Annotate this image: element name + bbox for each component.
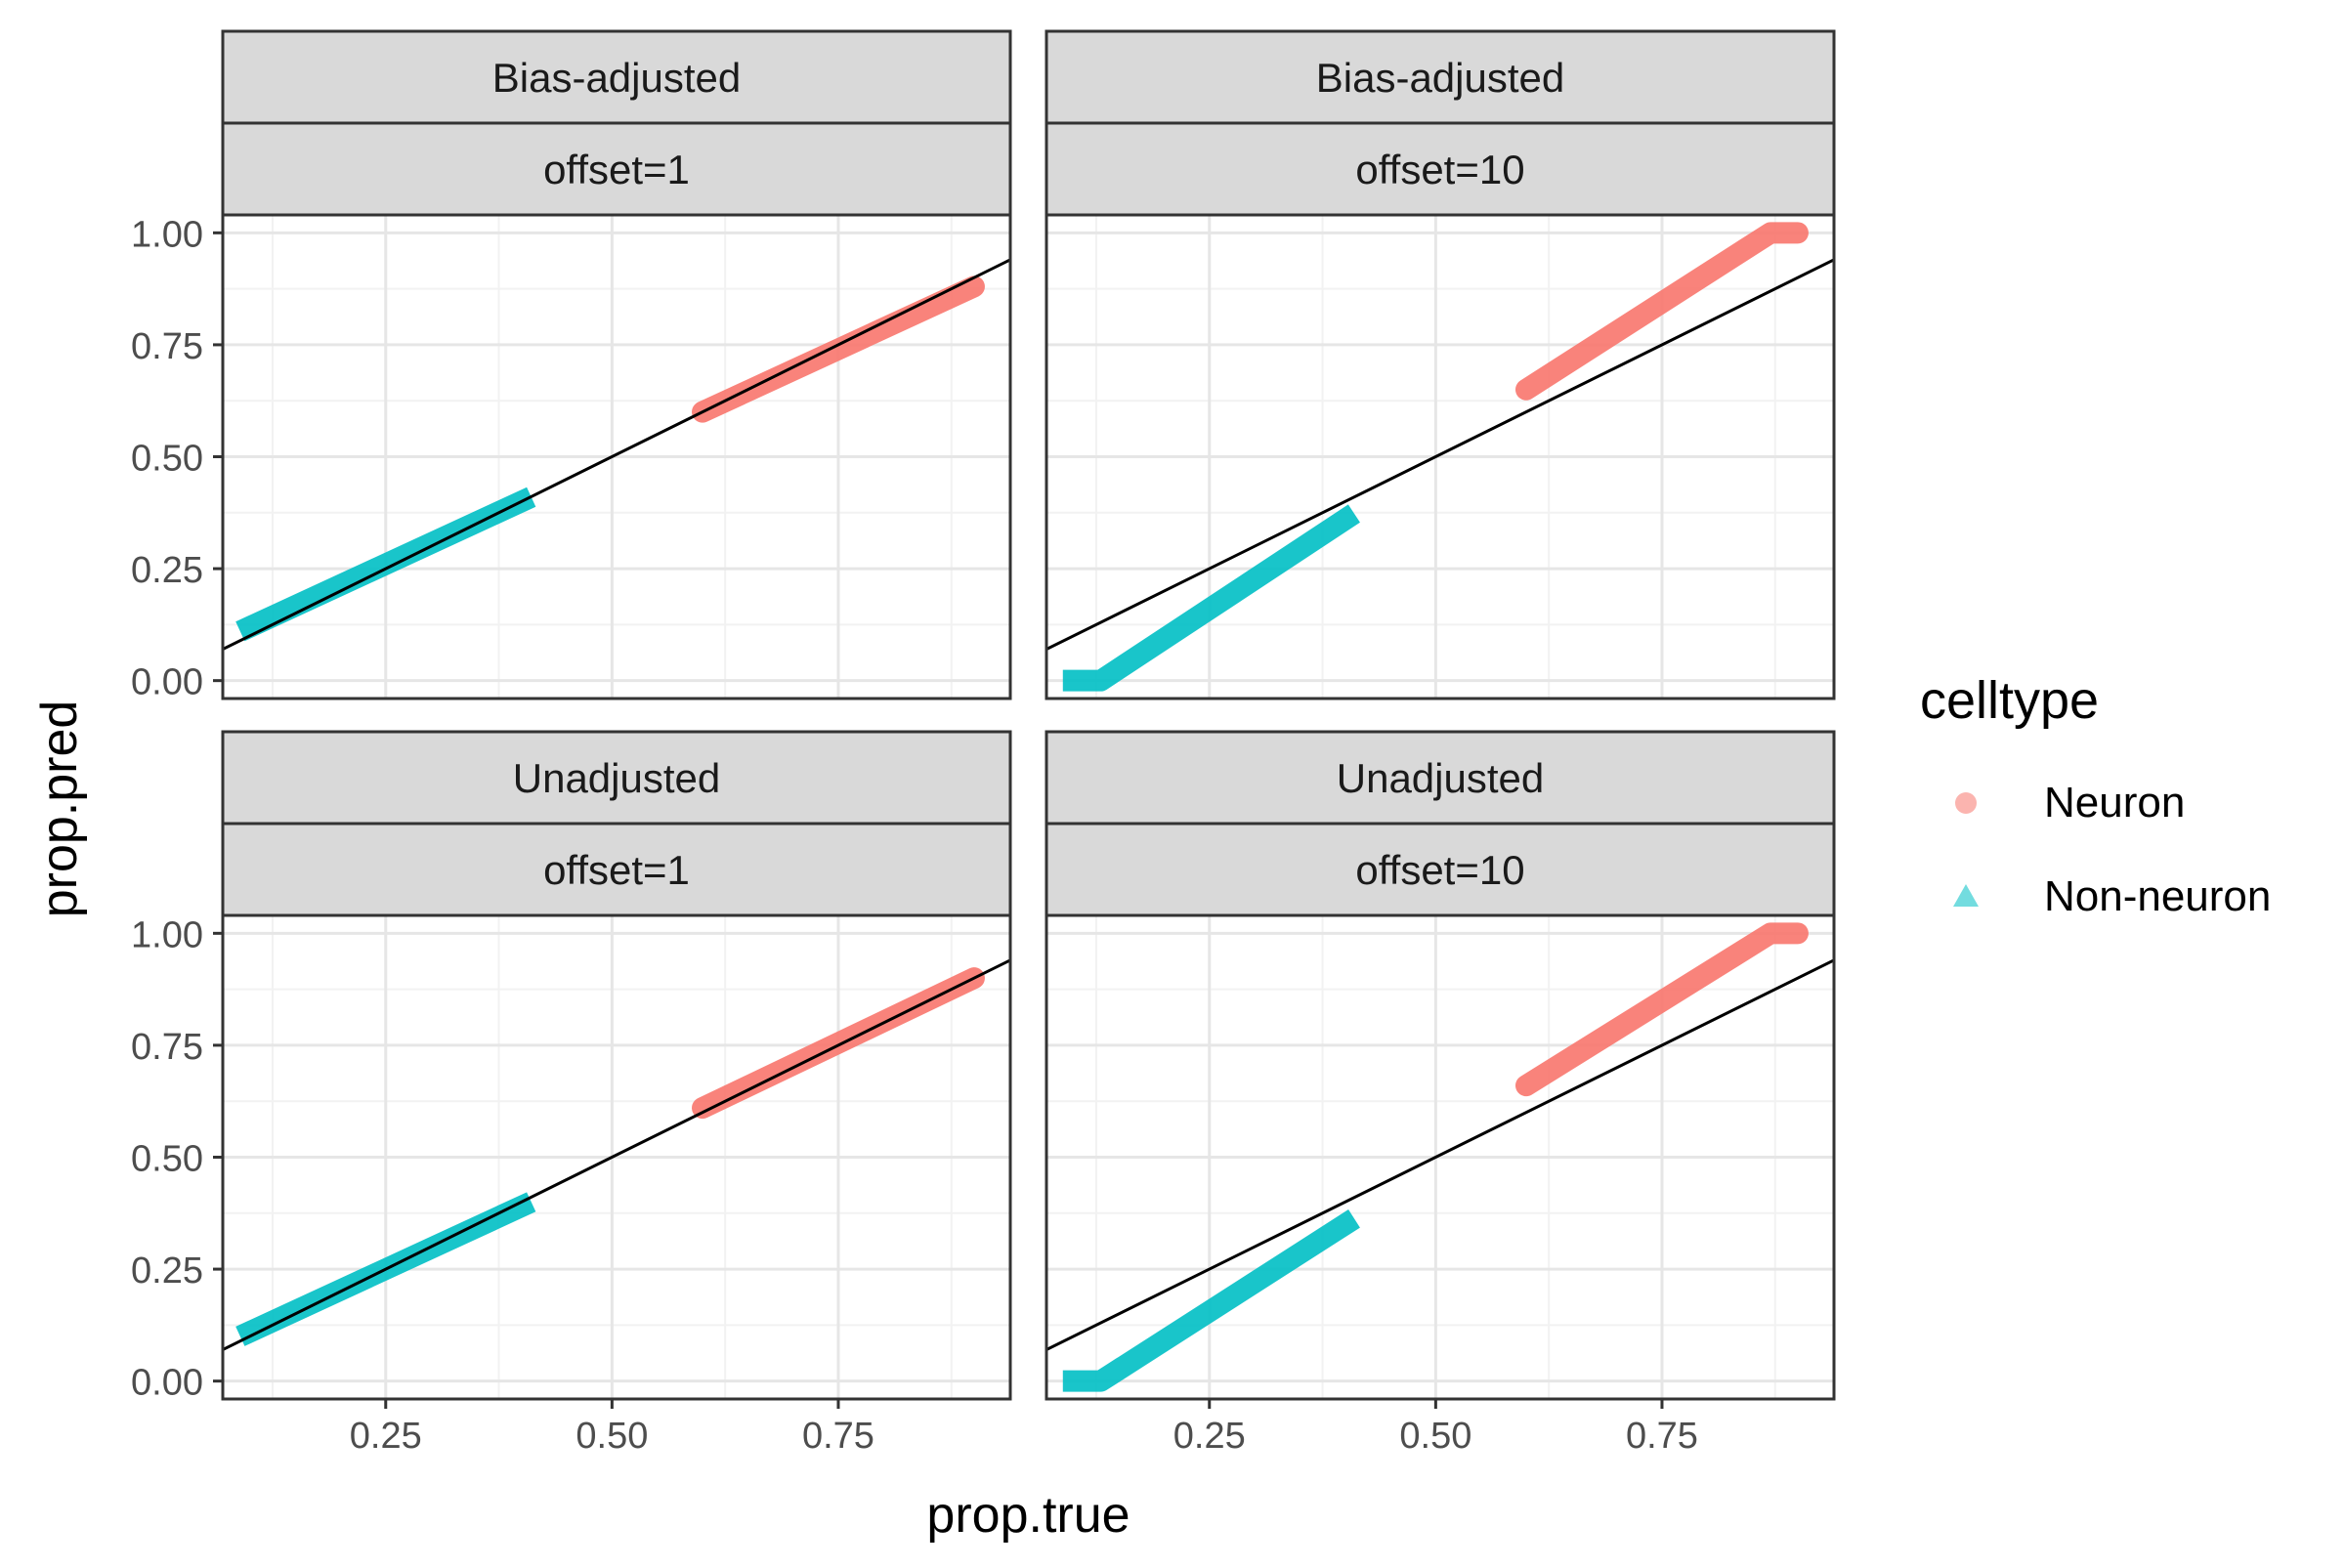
panel-plot-area: [223, 215, 1010, 699]
y-tick-label: 0.00: [131, 662, 203, 703]
x-axis-title: prop.true: [926, 1487, 1130, 1544]
x-tick-label: 0.50: [1399, 1416, 1471, 1457]
x-tick-label: 0.25: [350, 1416, 422, 1457]
facet-strip-col: [1045, 822, 1836, 917]
series-non-neuron: [1062, 504, 1360, 692]
facet-strip-label-row: Bias-adjusted: [492, 55, 741, 101]
reference-line: [1046, 258, 1834, 651]
y-tick-label: 1.00: [131, 914, 203, 955]
facet-strip-row: [1045, 730, 1836, 826]
series-neuron: [1515, 222, 1809, 401]
facet-strip-col: [221, 121, 1012, 217]
reference-line: [223, 258, 1010, 651]
panel-plot-area: [1046, 215, 1834, 699]
facet-strip-row: [221, 29, 1012, 125]
x-tick-label: 0.25: [1173, 1416, 1246, 1457]
x-tick-label: 0.75: [1626, 1416, 1698, 1457]
legend: celltype Neuron Non-neuron: [1920, 671, 2271, 920]
reference-line: [223, 958, 1010, 1351]
panel-plot-area: [1046, 915, 1834, 1399]
panel-2: Bias-adjusted offset=10: [1045, 29, 1836, 700]
facet-strip-label-col: offset=10: [1355, 147, 1524, 192]
facet-strip-label-col: offset=1: [543, 847, 690, 893]
facet-strip-label-row: Unadjusted: [1337, 755, 1544, 801]
series-non-neuron: [1062, 1209, 1360, 1392]
y-tick-label: 0.50: [131, 439, 203, 480]
y-tick-label: 0.00: [131, 1363, 203, 1404]
y-axis-title: prop.pred: [31, 700, 88, 918]
panel-1: Bias-adjusted offset=1 0.00 0.25 0.50 0.75 1.0…: [131, 29, 1012, 703]
facet-strip-label-col: offset=1: [543, 147, 690, 192]
facet-strip-col: [1045, 121, 1836, 217]
legend-key-neuron: [1955, 792, 1977, 814]
reference-line: [1046, 958, 1834, 1351]
legend-label-neuron: Neuron: [2044, 779, 2185, 826]
panel-3: Unadjusted offset=1 0.00 0.25 0.50 0.75 1.00 0.…: [131, 730, 1012, 1457]
panel-4: Unadjusted offset=10 0.25 0.50 0.75: [1045, 730, 1836, 1457]
y-tick-label: 1.00: [131, 214, 203, 255]
y-tick-label: 0.25: [131, 550, 203, 591]
x-tick-label: 0.75: [802, 1416, 874, 1457]
panel-plot-area: [223, 915, 1010, 1399]
y-tick-label: 0.75: [131, 1027, 203, 1068]
x-tick-label: 0.50: [576, 1416, 648, 1457]
panel-border: [1045, 913, 1836, 1401]
facet-strip-row: [1045, 29, 1836, 125]
y-tick-label: 0.75: [131, 326, 203, 367]
series-neuron: [1515, 922, 1809, 1097]
facet-strip-row: [221, 730, 1012, 826]
facet-strip-label-row: Bias-adjusted: [1316, 55, 1564, 101]
legend-label-non-neuron: Non-neuron: [2044, 872, 2271, 920]
legend-key-non-neuron: [1953, 884, 1979, 907]
facet-strip-label-row: Unadjusted: [513, 755, 720, 801]
y-tick-label: 0.25: [131, 1250, 203, 1292]
facet-strip-label-col: offset=10: [1355, 847, 1524, 893]
legend-title: celltype: [1920, 671, 2099, 730]
facet-strip-col: [221, 822, 1012, 917]
panel-border: [1045, 213, 1836, 700]
y-tick-label: 0.50: [131, 1139, 203, 1180]
